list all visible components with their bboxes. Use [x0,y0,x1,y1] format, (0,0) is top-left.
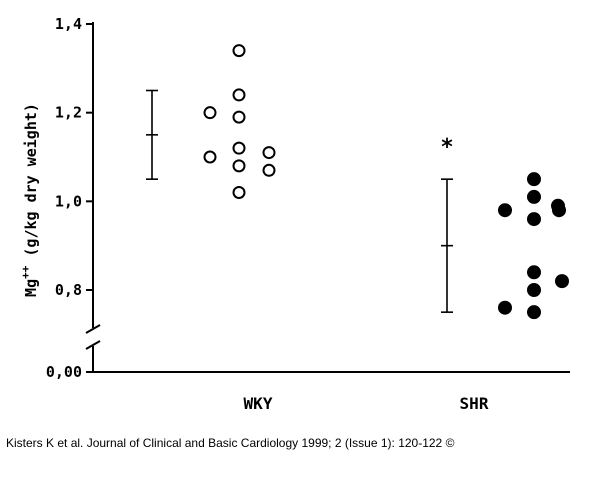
data-point [527,305,541,320]
scatter-chart: 0,00 1,4 1,2 1,0 0,8 Mg++ (g/kg dry weight)… [19,15,570,413]
data-point [232,141,246,155]
data-point [232,159,246,173]
data-point [552,203,566,218]
data-point [203,150,217,164]
data-point [232,185,246,199]
y-ticks: 1,4 1,2 1,0 0,8 [55,15,93,299]
data-points [203,44,569,320]
y-axis-label-superscript: ++ [19,265,32,279]
y-tick-label-zero: 0,00 [46,363,82,381]
data-point [498,203,512,218]
y-tick-label: 1,0 [55,192,82,210]
error-bars [146,89,453,313]
data-point [527,172,541,187]
axis-break-mark-bottom [85,340,101,350]
data-point [232,44,246,58]
y-tick-label: 1,2 [55,104,82,122]
data-point [498,300,512,315]
y-axis-label: Mg++ (g/kg dry weight) [19,103,40,297]
data-point [232,110,246,124]
data-point [555,274,569,289]
data-point [262,146,276,160]
data-point [527,189,541,204]
data-point [527,265,541,280]
data-point [203,106,217,120]
figure-caption: Kisters K et al. Journal of Clinical and… [6,436,455,450]
y-axis-label-main: Mg [22,279,40,297]
y-axis-label-rest: (g/kg dry weight) [22,103,40,266]
y-tick-label: 1,4 [55,15,82,33]
axis-break-mark-top [85,324,101,334]
category-label-shr: SHR [460,394,489,413]
significance-asterisk: * [441,135,453,160]
category-label-wky: WKY [244,394,273,413]
data-point [527,212,541,227]
data-point [262,163,276,177]
data-point [527,283,541,297]
y-tick-label: 0,8 [55,281,82,299]
data-point [232,88,246,102]
